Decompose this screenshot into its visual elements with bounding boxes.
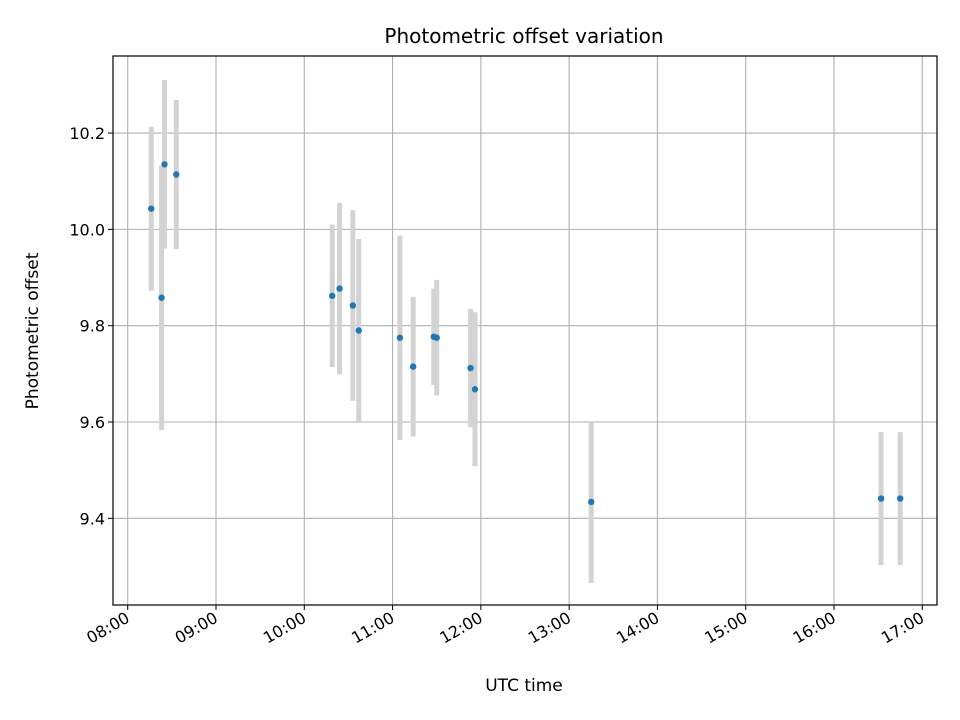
plot-frame <box>112 55 938 606</box>
grid <box>113 56 937 605</box>
x-tick-label: 12:00 <box>436 608 485 648</box>
x-axis: 08:00 09:00 10:00 11:00 12:00 13:00 14:00 15:00… <box>83 605 927 648</box>
x-tick-label: 17:00 <box>878 608 927 648</box>
data-point <box>588 498 595 506</box>
x-tick-label: 11:00 <box>348 608 397 648</box>
data-point <box>877 495 885 502</box>
x-tick-label: 08:00 <box>83 608 132 648</box>
data-point <box>355 327 362 334</box>
data-point <box>409 363 417 370</box>
x-tick-label: 13:00 <box>525 608 574 648</box>
data-point <box>329 292 336 300</box>
chart-title: Photometric offset variation <box>384 24 663 48</box>
y-tick-label: 10.2 <box>69 124 105 143</box>
data-point <box>161 161 168 168</box>
data-point <box>467 364 474 372</box>
y-tick-label: 9.6 <box>80 413 105 432</box>
data-point <box>349 302 357 309</box>
x-tick-label: 09:00 <box>172 608 221 648</box>
y-tick-label: 9.8 <box>80 317 105 336</box>
x-tick-label: 15:00 <box>701 608 750 648</box>
data-point <box>173 171 180 178</box>
x-tick-label: 10:00 <box>260 608 309 648</box>
x-axis-label: UTC time <box>485 676 563 696</box>
y-axis: 9.4 9.6 9.8 10.0 10.2 <box>69 124 113 528</box>
x-tick-label: 14:00 <box>613 608 662 648</box>
data-point <box>148 205 155 212</box>
x-tick-label: 16:00 <box>790 608 839 648</box>
data-point <box>396 334 404 341</box>
data-markers <box>148 161 904 506</box>
error-bars <box>148 80 903 583</box>
y-tick-label: 9.4 <box>80 509 105 528</box>
data-point <box>433 334 440 341</box>
data-point <box>471 386 479 393</box>
data-point <box>336 285 343 292</box>
data-point <box>158 294 165 301</box>
data-point <box>897 495 904 502</box>
y-axis-label: Photometric offset <box>23 252 43 409</box>
y-tick-label: 10.0 <box>69 220 105 239</box>
